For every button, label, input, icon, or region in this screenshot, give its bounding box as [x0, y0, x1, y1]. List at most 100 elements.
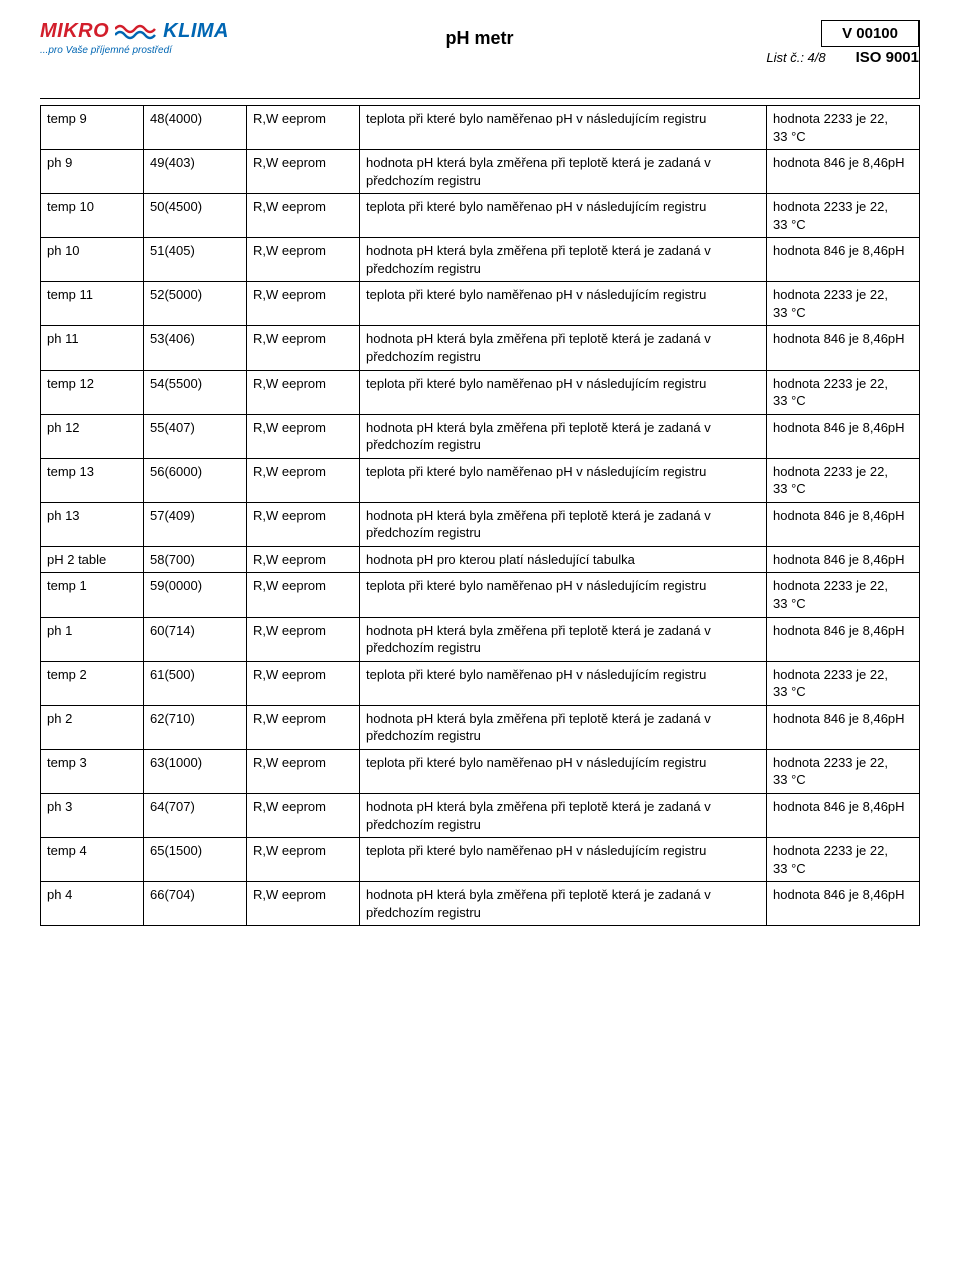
table-cell: 52(5000)	[144, 282, 247, 326]
table-cell: ph 4	[41, 882, 144, 926]
table-cell: R,W eeprom	[247, 282, 360, 326]
table-cell: hodnota pH která byla změřena při teplot…	[360, 793, 767, 837]
table-cell: temp 4	[41, 838, 144, 882]
table-cell: R,W eeprom	[247, 194, 360, 238]
table-cell: 53(406)	[144, 326, 247, 370]
logo-klima: KLIMA	[163, 20, 229, 43]
table-cell: hodnota pH která byla změřena při teplot…	[360, 150, 767, 194]
table-cell: hodnota 2233 je 22, 33 °C	[767, 749, 920, 793]
table-row: ph 1255(407)R,W eepromhodnota pH která b…	[41, 414, 920, 458]
table-cell: 54(5500)	[144, 370, 247, 414]
version-box: V 00100	[821, 20, 919, 47]
table-cell: 60(714)	[144, 617, 247, 661]
table-cell: 66(704)	[144, 882, 247, 926]
table-cell: ph 1	[41, 617, 144, 661]
table-cell: 61(500)	[144, 661, 247, 705]
table-row: ph 364(707)R,W eepromhodnota pH která by…	[41, 793, 920, 837]
wave-icon	[115, 23, 157, 41]
table-cell: hodnota pH pro kterou platí následující …	[360, 546, 767, 573]
table-cell: 56(6000)	[144, 458, 247, 502]
table-cell: R,W eeprom	[247, 502, 360, 546]
table-row: temp 1254(5500)R,W eepromteplota při kte…	[41, 370, 920, 414]
table-cell: hodnota 846 je 8,46pH	[767, 793, 920, 837]
table-cell: teplota při které bylo naměřenao pH v ná…	[360, 106, 767, 150]
iso-label: ISO 9001	[856, 49, 919, 66]
table-cell: R,W eeprom	[247, 661, 360, 705]
table-cell: teplota při které bylo naměřenao pH v ná…	[360, 282, 767, 326]
table-cell: R,W eeprom	[247, 326, 360, 370]
table-cell: teplota při které bylo naměřenao pH v ná…	[360, 661, 767, 705]
table-cell: hodnota 2233 je 22, 33 °C	[767, 282, 920, 326]
table-cell: hodnota 2233 je 22, 33 °C	[767, 194, 920, 238]
logo-tagline: ...pro Vaše příjemné prostředí	[40, 45, 229, 56]
table-cell: temp 10	[41, 194, 144, 238]
table-cell: hodnota pH která byla změřena při teplot…	[360, 326, 767, 370]
table-row: temp 1050(4500)R,W eepromteplota při kte…	[41, 194, 920, 238]
table-cell: R,W eeprom	[247, 882, 360, 926]
table-cell: hodnota 846 je 8,46pH	[767, 150, 920, 194]
table-cell: pH 2 table	[41, 546, 144, 573]
table-cell: R,W eeprom	[247, 150, 360, 194]
table-cell: temp 2	[41, 661, 144, 705]
header-right: V 00100 List č.: 4/8 ISO 9001	[766, 20, 919, 66]
table-cell: hodnota pH která byla změřena při teplot…	[360, 414, 767, 458]
table-cell: hodnota pH která byla změřena při teplot…	[360, 238, 767, 282]
table-cell: R,W eeprom	[247, 793, 360, 837]
table-row: ph 1357(409)R,W eepromhodnota pH která b…	[41, 502, 920, 546]
table-cell: R,W eeprom	[247, 838, 360, 882]
table-row: ph 1153(406)R,W eepromhodnota pH která b…	[41, 326, 920, 370]
table-cell: hodnota 846 je 8,46pH	[767, 882, 920, 926]
registers-table: temp 948(4000)R,W eepromteplota při kter…	[40, 105, 920, 926]
table-row: pH 2 table58(700)R,W eepromhodnota pH pr…	[41, 546, 920, 573]
table-cell: temp 9	[41, 106, 144, 150]
table-cell: 59(0000)	[144, 573, 247, 617]
table-row: ph 160(714)R,W eepromhodnota pH která by…	[41, 617, 920, 661]
table-row: temp 159(0000)R,W eepromteplota při kter…	[41, 573, 920, 617]
table-cell: hodnota 2233 je 22, 33 °C	[767, 573, 920, 617]
table-row: temp 948(4000)R,W eepromteplota při kter…	[41, 106, 920, 150]
table-row: temp 363(1000)R,W eepromteplota při kter…	[41, 749, 920, 793]
table-cell: 55(407)	[144, 414, 247, 458]
logo-mikro: MIKRO	[40, 20, 109, 43]
table-cell: hodnota 846 je 8,46pH	[767, 238, 920, 282]
table-cell: 58(700)	[144, 546, 247, 573]
table-cell: R,W eeprom	[247, 749, 360, 793]
table-cell: R,W eeprom	[247, 238, 360, 282]
table-cell: 65(1500)	[144, 838, 247, 882]
table-cell: hodnota 846 je 8,46pH	[767, 502, 920, 546]
table-cell: teplota při které bylo naměřenao pH v ná…	[360, 838, 767, 882]
table-cell: temp 1	[41, 573, 144, 617]
table-row: temp 1152(5000)R,W eepromteplota při kte…	[41, 282, 920, 326]
table-cell: hodnota 2233 je 22, 33 °C	[767, 838, 920, 882]
table-cell: R,W eeprom	[247, 705, 360, 749]
table-cell: hodnota 846 je 8,46pH	[767, 414, 920, 458]
table-cell: 57(409)	[144, 502, 247, 546]
table-cell: temp 11	[41, 282, 144, 326]
table-cell: 48(4000)	[144, 106, 247, 150]
table-cell: R,W eeprom	[247, 414, 360, 458]
table-cell: temp 13	[41, 458, 144, 502]
table-cell: R,W eeprom	[247, 546, 360, 573]
table-cell: hodnota pH která byla změřena při teplot…	[360, 617, 767, 661]
table-cell: ph 3	[41, 793, 144, 837]
table-cell: hodnota pH která byla změřena při teplot…	[360, 705, 767, 749]
table-cell: temp 12	[41, 370, 144, 414]
table-cell: hodnota 846 je 8,46pH	[767, 326, 920, 370]
table-cell: hodnota pH která byla změřena při teplot…	[360, 502, 767, 546]
table-row: ph 466(704)R,W eepromhodnota pH která by…	[41, 882, 920, 926]
table-cell: teplota při které bylo naměřenao pH v ná…	[360, 194, 767, 238]
logo-block: MIKRO KLIMA ...pro Vaše příjemné prostře…	[40, 20, 229, 56]
table-cell: 49(403)	[144, 150, 247, 194]
table-row: ph 1051(405)R,W eepromhodnota pH která b…	[41, 238, 920, 282]
table-cell: ph 12	[41, 414, 144, 458]
logo: MIKRO KLIMA	[40, 20, 229, 43]
table-cell: teplota při které bylo naměřenao pH v ná…	[360, 573, 767, 617]
table-cell: R,W eeprom	[247, 458, 360, 502]
page-title: pH metr	[445, 28, 513, 49]
table-cell: hodnota 846 je 8,46pH	[767, 546, 920, 573]
table-cell: teplota při které bylo naměřenao pH v ná…	[360, 370, 767, 414]
table-cell: hodnota pH která byla změřena při teplot…	[360, 882, 767, 926]
table-cell: ph 9	[41, 150, 144, 194]
table-cell: 64(707)	[144, 793, 247, 837]
table-cell: hodnota 2233 je 22, 33 °C	[767, 370, 920, 414]
